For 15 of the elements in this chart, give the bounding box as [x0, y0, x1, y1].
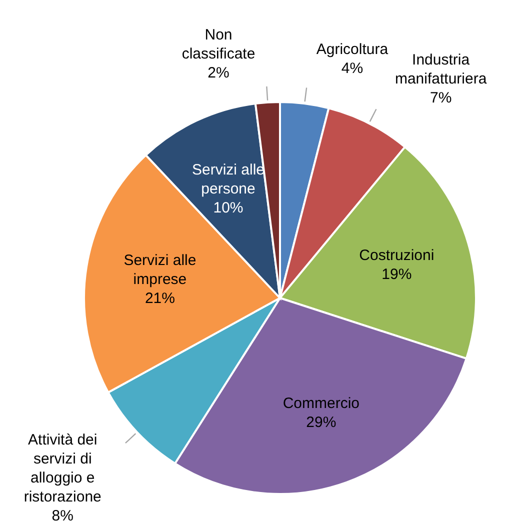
slice-label: Attività dei servizi di alloggio e ristorazione: [24, 431, 102, 506]
data-label: 7%: [430, 89, 452, 106]
slice-label: Costruzioni: [359, 246, 434, 264]
slice-label: Industria manifatturiera: [394, 51, 488, 88]
data-label: 29%: [306, 414, 336, 432]
data-label: 2%: [208, 64, 230, 82]
slice-label: Non classificate: [182, 26, 256, 62]
data-label: 19%: [382, 266, 412, 283]
data-label: 10%: [213, 199, 244, 216]
data-label: 21%: [144, 290, 175, 308]
slice-label: Commercio: [282, 395, 360, 412]
slice-label: Servizi alle imprese: [124, 252, 196, 288]
slice-label: Agricoltura: [316, 40, 389, 58]
data-label: 8%: [52, 507, 74, 522]
data-label: 4%: [341, 60, 364, 77]
